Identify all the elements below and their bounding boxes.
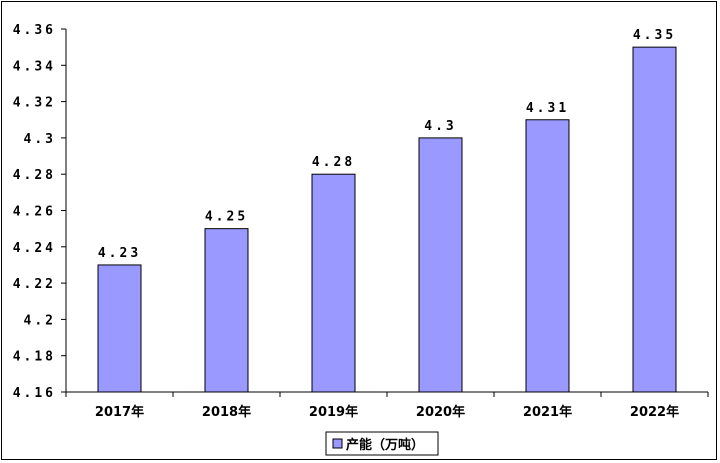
x-tick-label: 2017年 xyxy=(95,404,144,420)
data-label: 4.31 xyxy=(526,101,569,116)
y-tick-label: 4.2 xyxy=(24,313,56,328)
y-tick-label: 4.3 xyxy=(24,132,56,147)
bar xyxy=(418,137,463,393)
y-tick-label: 4.32 xyxy=(13,96,56,111)
y-tick-label: 4.22 xyxy=(13,277,56,292)
data-label: 4.25 xyxy=(205,210,248,225)
data-label: 4.35 xyxy=(633,28,676,43)
y-tick-label: 4.34 xyxy=(13,59,56,74)
bar xyxy=(525,119,570,393)
x-tick-label: 2021年 xyxy=(523,404,572,420)
bar xyxy=(204,228,249,393)
y-tick-label: 4.26 xyxy=(13,205,56,220)
x-tick-label: 2020年 xyxy=(416,404,465,420)
y-tick-label: 4.16 xyxy=(13,386,56,401)
x-tick-label: 2022年 xyxy=(630,404,679,420)
legend-swatch xyxy=(332,438,343,449)
y-tick-label: 4.24 xyxy=(13,241,56,256)
bar xyxy=(97,264,142,393)
bar xyxy=(311,173,356,393)
y-tick-label: 4.36 xyxy=(13,23,56,38)
data-label: 4.23 xyxy=(98,246,141,261)
x-tick-label: 2018年 xyxy=(202,404,251,420)
legend-label: 产能（万吨） xyxy=(346,437,424,453)
data-label: 4.28 xyxy=(312,155,355,170)
bar xyxy=(632,46,677,393)
x-tick-label: 2019年 xyxy=(309,404,358,420)
y-tick-label: 4.28 xyxy=(13,168,56,183)
y-tick-label: 4.18 xyxy=(13,350,56,365)
data-label: 4.3 xyxy=(424,119,456,134)
legend-box xyxy=(325,431,439,456)
